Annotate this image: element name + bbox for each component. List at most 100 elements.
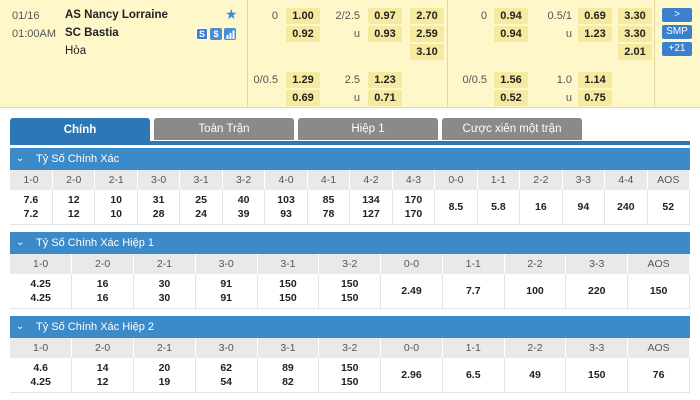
tab-main[interactable]: Chính bbox=[10, 118, 150, 144]
draw-score-odd[interactable]: 240 bbox=[604, 190, 648, 225]
score-odds-cell[interactable]: 62 54 bbox=[195, 358, 258, 393]
away-score-odd[interactable]: 170 bbox=[404, 207, 423, 220]
away-score-odd[interactable]: 4.25 bbox=[30, 291, 51, 304]
draw-score-odd[interactable]: 100 bbox=[504, 274, 567, 309]
draw-score-odd[interactable]: 2.96 bbox=[380, 358, 443, 393]
score-odds-cell[interactable]: 89 82 bbox=[257, 358, 320, 393]
score-odds-cell[interactable]: 16 16 bbox=[71, 274, 135, 309]
score-odds-cell[interactable]: 7.6 7.2 bbox=[10, 190, 53, 225]
score-odds-cell[interactable]: 10 10 bbox=[94, 190, 138, 225]
away-score-odd[interactable]: 82 bbox=[282, 375, 294, 388]
away-team[interactable]: SC Bastia bbox=[65, 27, 119, 39]
ft-1x2-home-odd[interactable]: 2.70 bbox=[410, 8, 444, 24]
home-score-odd[interactable]: 170 bbox=[404, 193, 423, 206]
draw-score-odd[interactable]: 2.49 bbox=[380, 274, 443, 309]
score-odds-cell[interactable]: 4.25 4.25 bbox=[10, 274, 73, 309]
ft-handicap2-home-odd[interactable]: 1.29 bbox=[286, 72, 320, 88]
section-header[interactable]: ⌄ Tỷ Số Chính Xác bbox=[10, 148, 690, 170]
away-score-odd[interactable]: 127 bbox=[362, 207, 380, 220]
score-odds-cell[interactable]: 150 150 bbox=[318, 358, 382, 393]
draw-score-odd[interactable]: 16 bbox=[519, 190, 563, 225]
away-score-odd[interactable]: 54 bbox=[220, 375, 233, 388]
draw-score-odd[interactable]: 94 bbox=[562, 190, 606, 225]
score-odds-cell[interactable]: 40 39 bbox=[222, 190, 266, 225]
away-score-odd[interactable]: 4.25 bbox=[30, 375, 51, 388]
draw-score-odd[interactable]: 7.7 bbox=[442, 274, 505, 309]
away-score-odd[interactable]: 12 bbox=[67, 207, 80, 220]
draw-score-odd[interactable]: 220 bbox=[565, 274, 629, 309]
home-score-odd[interactable]: 103 bbox=[277, 193, 295, 206]
ft-handicap2-away-odd[interactable]: 0.69 bbox=[286, 90, 320, 106]
home-score-odd[interactable]: 4.6 bbox=[33, 361, 48, 374]
score-odds-cell[interactable]: 20 19 bbox=[133, 358, 196, 393]
dollar-icon[interactable]: $ bbox=[210, 28, 222, 40]
away-score-odd[interactable]: 150 bbox=[279, 291, 297, 304]
score-odds-cell[interactable]: 25 24 bbox=[179, 190, 223, 225]
home-score-odd[interactable]: 40 bbox=[237, 193, 250, 206]
score-odds-cell[interactable]: 103 93 bbox=[264, 190, 308, 225]
ft-1x2-draw-odd[interactable]: 3.10 bbox=[410, 44, 444, 60]
away-score-odd[interactable]: 91 bbox=[220, 291, 233, 304]
more-markets-button[interactable]: +21 bbox=[662, 42, 692, 56]
score-odds-cell[interactable]: 150 150 bbox=[318, 274, 382, 309]
away-score-odd[interactable]: 10 bbox=[110, 207, 123, 220]
home-team[interactable]: AS Nancy Lorraine bbox=[65, 9, 168, 21]
away-score-odd[interactable]: 28 bbox=[152, 207, 165, 220]
draw-score-odd[interactable]: 5.8 bbox=[477, 190, 521, 225]
home-score-odd[interactable]: 20 bbox=[158, 361, 171, 374]
ft-handicap-home-odd[interactable]: 1.00 bbox=[286, 8, 320, 24]
draw-score-odd[interactable]: 49 bbox=[504, 358, 567, 393]
ft-ou-over-odd[interactable]: 0.97 bbox=[368, 8, 402, 24]
h1-ou-under-odd[interactable]: 1.23 bbox=[578, 26, 612, 42]
draw-score-odd[interactable]: 52 bbox=[647, 190, 691, 225]
score-odds-cell[interactable]: 4.6 4.25 bbox=[10, 358, 73, 393]
home-score-odd[interactable]: 134 bbox=[362, 193, 380, 206]
home-score-odd[interactable]: 31 bbox=[152, 193, 165, 206]
away-score-odd[interactable]: 39 bbox=[237, 207, 250, 220]
away-score-odd[interactable]: 24 bbox=[195, 207, 207, 220]
home-score-odd[interactable]: 150 bbox=[340, 361, 359, 374]
tab-first-half[interactable]: Hiệp 1 bbox=[298, 118, 438, 140]
home-score-odd[interactable]: 14 bbox=[96, 361, 109, 374]
away-score-odd[interactable]: 78 bbox=[322, 207, 335, 220]
home-score-odd[interactable]: 25 bbox=[195, 193, 207, 206]
smp-button[interactable]: SMP bbox=[662, 25, 692, 39]
stats-s-icon[interactable]: S bbox=[196, 28, 208, 40]
tab-same-game-parlay[interactable]: Cược xiên một trận bbox=[442, 118, 582, 140]
h1-1x2-away-odd[interactable]: 3.30 bbox=[618, 26, 652, 42]
home-score-odd[interactable]: 150 bbox=[279, 277, 297, 290]
score-odds-cell[interactable]: 150 150 bbox=[257, 274, 320, 309]
ft-ou2-over-odd[interactable]: 1.23 bbox=[368, 72, 402, 88]
away-score-odd[interactable]: 150 bbox=[340, 291, 359, 304]
bar-chart-icon[interactable] bbox=[224, 28, 236, 40]
h1-handicap-home-odd[interactable]: 0.94 bbox=[494, 8, 528, 24]
ft-handicap-away-odd[interactable]: 0.92 bbox=[286, 26, 320, 42]
collapse-chevron-icon[interactable]: ⌄ bbox=[16, 153, 25, 164]
ft-1x2-away-odd[interactable]: 2.59 bbox=[410, 26, 444, 42]
home-score-odd[interactable]: 30 bbox=[158, 277, 171, 290]
score-odds-cell[interactable]: 91 91 bbox=[195, 274, 258, 309]
away-score-odd[interactable]: 16 bbox=[96, 291, 109, 304]
score-odds-cell[interactable]: 134 127 bbox=[349, 190, 393, 225]
home-score-odd[interactable]: 91 bbox=[220, 277, 233, 290]
h1-1x2-home-odd[interactable]: 3.30 bbox=[618, 8, 652, 24]
collapse-chevron-icon[interactable]: ⌄ bbox=[16, 237, 25, 248]
ft-ou-under-odd[interactable]: 0.93 bbox=[368, 26, 402, 42]
home-score-odd[interactable]: 85 bbox=[322, 193, 335, 206]
away-score-odd[interactable]: 12 bbox=[96, 375, 109, 388]
home-score-odd[interactable]: 10 bbox=[110, 193, 123, 206]
favorite-star-icon[interactable]: ★ bbox=[225, 6, 238, 22]
away-score-odd[interactable]: 7.2 bbox=[23, 207, 39, 220]
home-score-odd[interactable]: 150 bbox=[340, 277, 359, 290]
home-score-odd[interactable]: 12 bbox=[67, 193, 80, 206]
home-score-odd[interactable]: 89 bbox=[282, 361, 294, 374]
home-score-odd[interactable]: 7.6 bbox=[23, 193, 39, 206]
score-odds-cell[interactable]: 12 12 bbox=[52, 190, 96, 225]
score-odds-cell[interactable]: 14 12 bbox=[71, 358, 135, 393]
away-score-odd[interactable]: 150 bbox=[340, 375, 359, 388]
tab-full-time[interactable]: Toàn Trận bbox=[154, 118, 294, 140]
expand-button[interactable]: > bbox=[662, 8, 692, 22]
h1-ou2-over-odd[interactable]: 1.14 bbox=[578, 72, 612, 88]
h1-handicap2-home-odd[interactable]: 1.56 bbox=[494, 72, 528, 88]
h1-handicap2-away-odd[interactable]: 0.52 bbox=[494, 90, 528, 106]
